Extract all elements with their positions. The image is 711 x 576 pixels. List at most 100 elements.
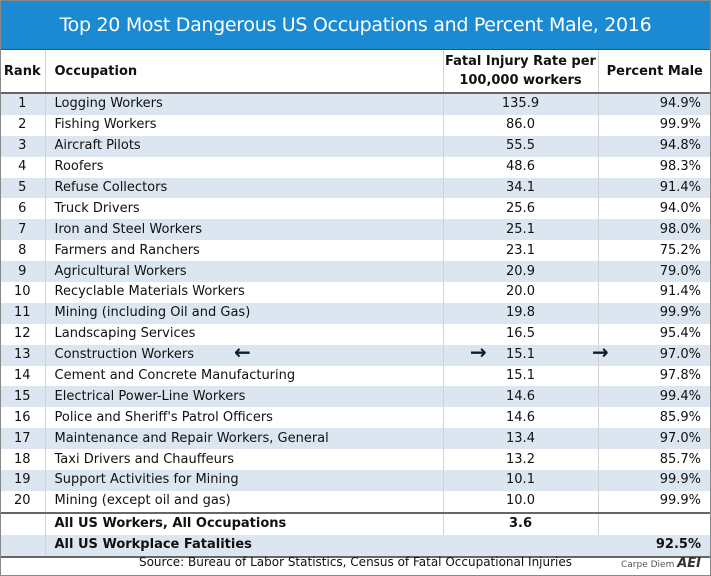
occupation-cell: Police and Sheriff's Patrol Officers [44,407,443,429]
rank-cell: 20 [0,490,45,514]
occupation-cell: Construction Workers [44,344,443,366]
rate-cell: 86.0 [442,114,598,136]
table-row: 8 Farmers and Ranchers 23.1 75.2% [0,240,711,262]
rank-cell: 2 [18,117,27,133]
right-arrow-icon: → [470,340,487,364]
male-cell: 99.9% [597,302,711,324]
rank-cell: 11 [0,302,45,324]
occupation-cell: Truck Drivers [44,198,443,220]
table-row: 14 Cement and Concrete Manufacturing 15.… [0,365,711,387]
male-cell: 95.4% [597,323,711,345]
male-cell: 99.9% [597,470,711,491]
table-row: 5 Refuse Collectors 34.1 91.4% [0,177,711,199]
table-row: 12 Landscaping Services 16.5 95.4% [0,323,711,345]
occupation-cell: Roofers [44,156,443,178]
male-cell: 91.4% [597,282,711,303]
rank-cell: 7 [0,219,45,241]
table-row: 20 Mining (except oil and gas) 10.0 99.9… [0,490,711,514]
occupation-cell: Fishing Workers [44,114,443,136]
rate-cell: 23.1 [442,240,598,262]
header-male: Percent Male [597,50,711,94]
occupation-cell: Electrical Power-Line Workers [44,386,443,408]
rank-cell: 16 [13,409,31,425]
male-cell [597,511,711,535]
rank-cell: 1 [0,93,45,115]
rate-cell: 19.8 [442,302,598,324]
male-cell: 99.9% [597,114,711,136]
male-cell: 94.8% [597,135,711,157]
summary-row: All US Workplace Fatalities 92.5% [0,534,711,558]
table-row: 1 Logging Workers 135.9 94.9% [0,93,711,115]
male-cell: 97.0% [597,344,711,366]
table-row: 18 Taxi Drivers and Chauffeurs 13.2 85.7… [0,449,711,471]
source-note: Source: Bureau of Labor Statistics, Cens… [138,555,573,569]
male-cell: 92.5% [598,534,711,558]
male-cell: 97.0% [597,428,711,450]
rank-cell: 15 [0,386,45,408]
occupation-cell: Agricultural Workers [44,261,443,283]
occupation-cell: Aircraft Pilots [44,135,443,157]
aei-logo: Carpe Diem AEI [621,556,701,571]
rate-cell: 20.9 [442,261,598,283]
male-cell: 94.9% [597,93,711,115]
rate-cell: 10.1 [442,470,598,491]
header-rate: Fatal Injury Rate per 100,000 workers [442,50,598,94]
table-row: 10 Recyclable Materials Workers 20.0 91.… [0,282,711,303]
rate-cell: 13.2 [442,449,598,471]
occupation-cell: Landscaping Services [44,323,443,345]
male-cell: 98.0% [597,219,711,241]
table-row: 7 Iron and Steel Workers 25.1 98.0% [0,219,711,241]
table-title: Top 20 Most Dangerous US Occupations and… [0,0,711,50]
header-occupation: Occupation [44,50,443,94]
rate-cell: 25.6 [442,198,598,220]
occupation-cell: Maintenance and Repair Workers, General [44,428,443,450]
header-row: Rank Occupation Fatal Injury Rate per 100… [0,50,711,94]
rank-cell: 8 [18,242,27,258]
rate-cell: 14.6 [442,386,598,408]
rate-cell: 13.4 [442,428,598,450]
male-cell: 79.0% [597,261,711,283]
summary-row: All US Workers, All Occupations 3.6 [0,511,711,535]
table-row: 9 Agricultural Workers 20.9 79.0% [0,261,711,283]
occupations-table: Rank Occupation Fatal Injury Rate per 100… [0,50,711,558]
rank-cell: 17 [0,428,45,450]
rank-cell: 3 [0,135,45,157]
rate-cell: 15.1 [442,365,598,387]
rate-cell: 3.6 [442,511,598,535]
occupation-cell: Taxi Drivers and Chauffeurs [44,449,443,471]
rank-cell: 12 [13,326,31,342]
male-cell: 91.4% [597,177,711,199]
occupation-cell: Cement and Concrete Manufacturing [44,365,443,387]
male-cell: 85.7% [597,449,711,471]
male-cell: 97.8% [597,365,711,387]
occupation-cell: Logging Workers [44,93,443,115]
rate-cell: 10.0 [442,490,598,514]
header-rate-line1: Fatal Injury Rate per [445,54,596,69]
occupation-cell: All US Workplace Fatalities [44,534,443,558]
rate-cell: 55.5 [442,135,598,157]
male-cell: 99.9% [597,490,711,514]
table-row: 11 Mining (including Oil and Gas) 19.8 9… [0,302,711,324]
occupation-cell: Farmers and Ranchers [44,240,443,262]
rank-cell: 9 [0,261,45,283]
table-row: 16 Police and Sheriff's Patrol Officers … [0,407,711,429]
logo-mark: AEI [677,556,701,571]
male-cell: 75.2% [597,240,711,262]
rank-cell: 10 [13,284,31,300]
occupation-cell: Mining (including Oil and Gas) [44,302,443,324]
rank-cell: 5 [0,177,45,199]
occupation-cell: All US Workers, All Occupations [44,511,443,535]
rank-cell: 4 [18,159,27,175]
table-row: 17 Maintenance and Repair Workers, Gener… [0,428,711,450]
male-cell: 94.0% [597,198,711,220]
left-arrow-icon: ← [234,340,251,364]
table-row: 6 Truck Drivers 25.6 94.0% [0,198,711,220]
rank-cell [0,534,45,558]
rate-cell [443,534,598,558]
rate-cell: 34.1 [442,177,598,199]
table-row: 2 Fishing Workers 86.0 99.9% [0,114,711,136]
rank-cell: 13 [0,344,45,366]
occupation-cell: Iron and Steel Workers [44,219,443,241]
rate-cell: 135.9 [442,93,598,115]
table-row: 13 Construction Workers 15.1 97.0% [0,344,711,366]
